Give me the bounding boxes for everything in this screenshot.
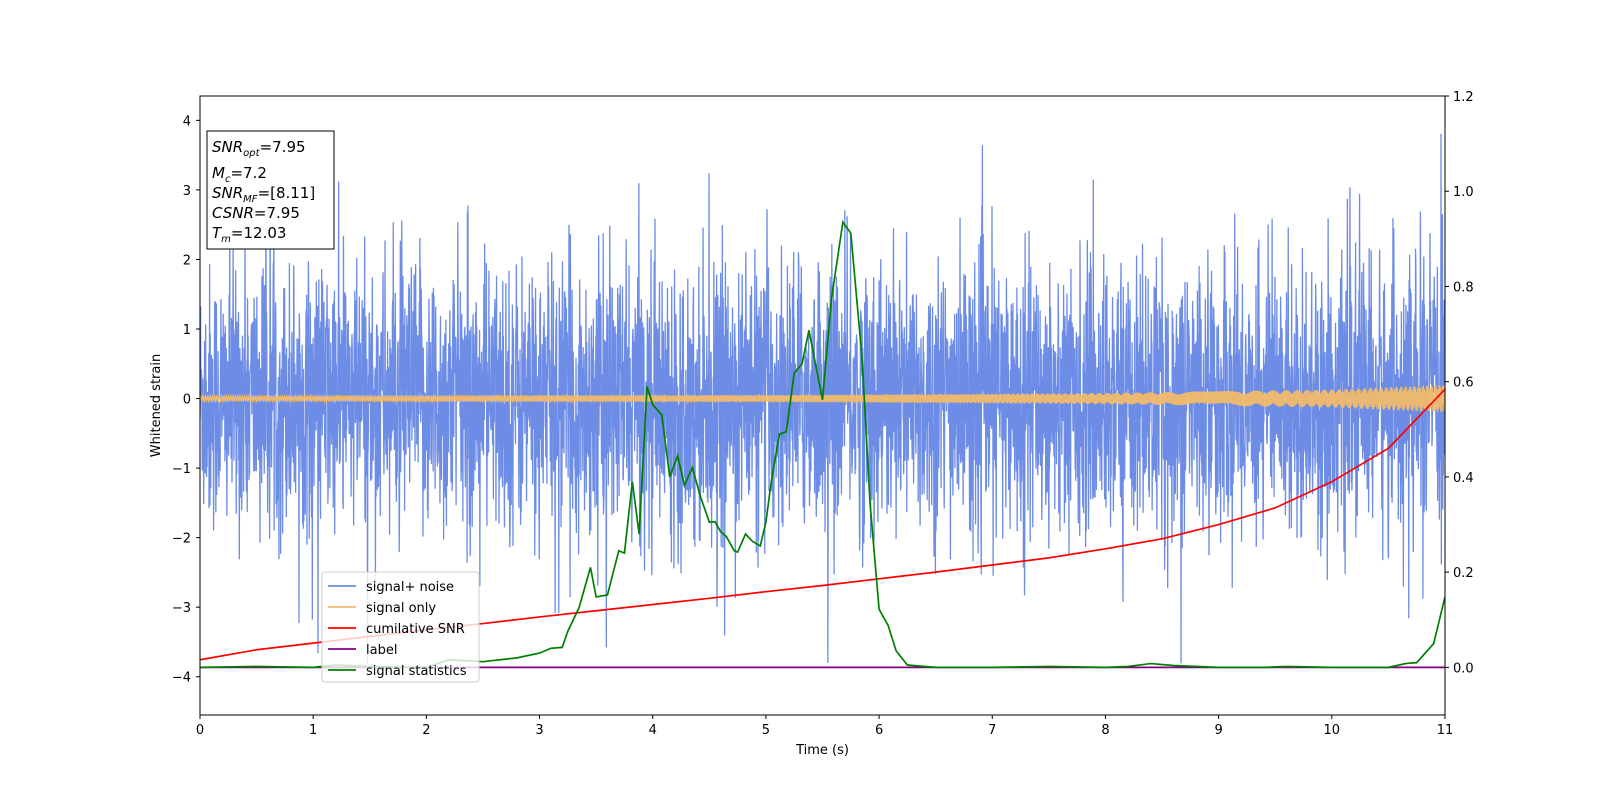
x-tick-label: 2 [422, 723, 430, 738]
right-y-tick-label: 0.8 [1453, 280, 1474, 295]
x-tick-label: 4 [649, 723, 657, 738]
legend-frame [321, 571, 480, 683]
x-tick-label: 6 [875, 723, 883, 738]
y-tick-label: −2 [172, 532, 191, 547]
annotation-line: SNRMF=[8.11] [212, 184, 315, 205]
y-axis-label: Whitened strain [149, 354, 164, 457]
annotation-line: Tm=12.03 [212, 224, 286, 245]
right-y-tick-label: 0.4 [1453, 471, 1474, 486]
y-tick-label: −4 [172, 671, 191, 686]
right-y-axis: 0.0 0.2 0.4 0.6 0.8 1.0 1.2 [1445, 90, 1474, 676]
y-tick-label: 2 [183, 253, 191, 268]
series-signal-noise [200, 133, 1445, 664]
series-signal-only [200, 384, 1445, 413]
annotation-box-frame [206, 130, 335, 250]
x-tick-label: 1 [309, 723, 317, 738]
x-axis-label: Time (s) [795, 743, 849, 758]
right-y-tick-label: 0.0 [1453, 661, 1474, 676]
legend-entry: signal statistics [366, 664, 467, 679]
x-tick-label: 10 [1324, 723, 1341, 738]
annotation-line: SNRopt=7.95 [212, 138, 306, 159]
right-y-tick-label: 1.2 [1453, 90, 1474, 105]
y-tick-label: 3 [183, 184, 191, 199]
x-tick-label: 5 [762, 723, 770, 738]
right-y-tick-label: 1.0 [1453, 185, 1474, 200]
legend: signal+ noise signal only cumilative SNR la… [321, 571, 480, 683]
right-y-tick-label: 0.6 [1453, 376, 1474, 391]
left-y-axis: −4 −3 −2 −1 0 1 2 3 4 [172, 114, 200, 686]
x-tick-label: 7 [988, 723, 996, 738]
x-tick-label: 11 [1437, 723, 1454, 738]
y-tick-label: 4 [183, 114, 191, 129]
right-y-tick-label: 0.2 [1453, 566, 1474, 581]
legend-entry: cumilative SNR [366, 622, 465, 637]
y-tick-label: −3 [172, 601, 191, 616]
annotation-line: Mc=7.2 [212, 164, 267, 185]
y-tick-label: −1 [172, 462, 191, 477]
y-tick-label: 0 [183, 393, 191, 408]
series-signal-statistics [200, 219, 1445, 669]
x-tick-label: 0 [196, 723, 204, 738]
legend-entry: label [366, 643, 397, 658]
x-axis: 0 1 2 3 4 5 6 7 8 9 10 11 [196, 715, 1453, 738]
x-tick-label: 3 [535, 723, 543, 738]
x-tick-label: 9 [1214, 723, 1222, 738]
y-tick-label: 1 [183, 323, 191, 338]
legend-entry: signal only [366, 601, 436, 616]
annotation-line: CSNR=7.95 [212, 204, 300, 222]
x-tick-label: 8 [1101, 723, 1109, 738]
legend-entry: signal+ noise [366, 580, 454, 595]
plot-frame [199, 95, 1446, 716]
